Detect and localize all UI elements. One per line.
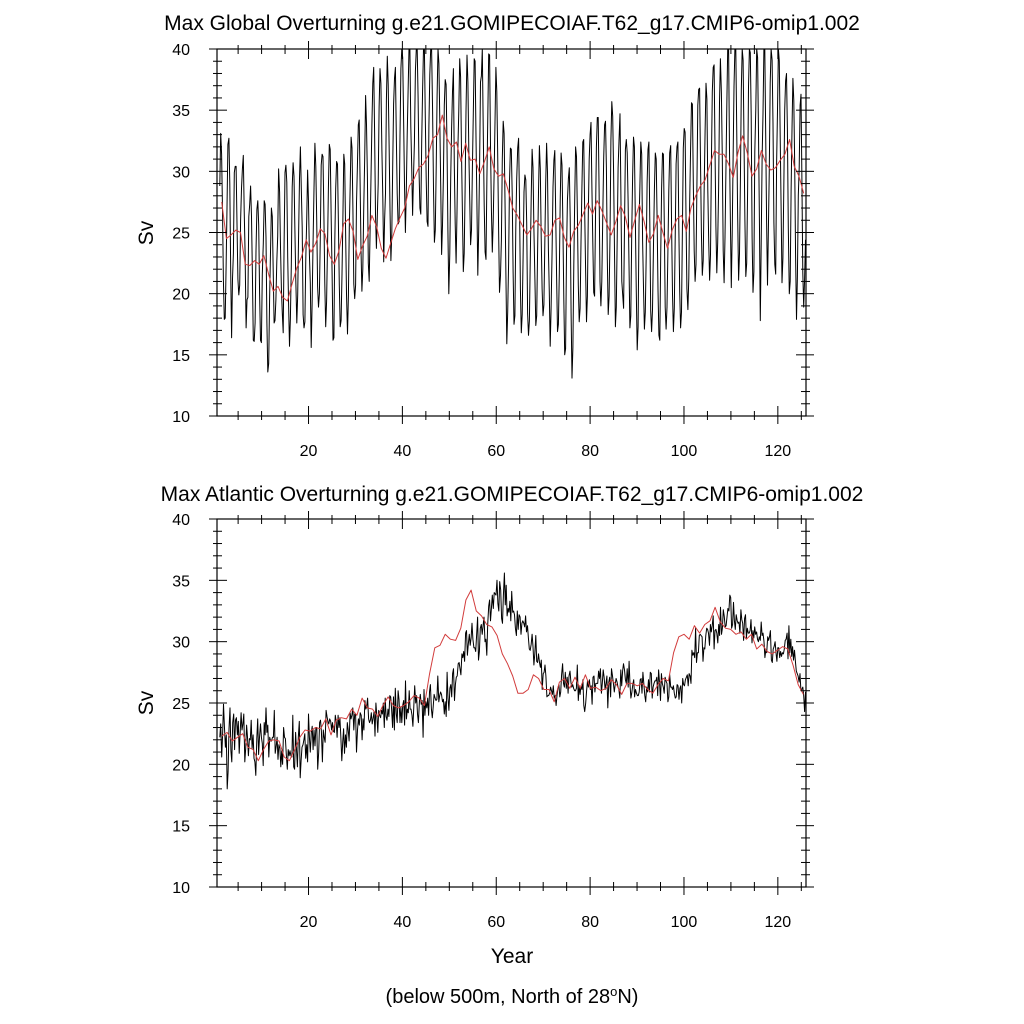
global-axes-layer: 10 15 20 25 30 35 40 20 40 60 80 100 120 (172, 41, 814, 460)
x-tick-label: 40 (393, 443, 411, 460)
x-tick-label: 60 (487, 914, 505, 931)
atlantic-series-layer (219, 572, 806, 790)
atlantic-overturning-panel: Max Atlantic Overturning g.e21.GOMIPECOI… (135, 483, 863, 968)
atlantic-axes-layer: 10 15 20 25 30 35 40 20 40 60 80 100 120 (172, 511, 814, 931)
y-tick-label: 40 (172, 42, 190, 59)
global-monthly-series-line (219, 49, 806, 379)
atlantic-y-axis-label: Sv (135, 690, 158, 715)
x-tick-label: 60 (487, 443, 505, 460)
footnote: (below 500m, North of 28oN) (386, 984, 639, 1009)
global-annual-series-line (221, 114, 805, 302)
x-tick-label: 20 (300, 443, 318, 460)
x-tick-label: 100 (671, 443, 698, 460)
atlantic-monthly-series-line (219, 572, 806, 790)
x-tick-label: 120 (764, 914, 791, 931)
y-tick-label: 35 (172, 573, 190, 590)
y-tick-label: 10 (172, 409, 190, 426)
y-tick-label: 25 (172, 226, 190, 243)
x-tick-label: 80 (581, 443, 599, 460)
x-tick-label: 100 (671, 914, 698, 931)
y-tick-label: 35 (172, 103, 190, 120)
x-tick-label: 20 (300, 914, 318, 931)
global-series-layer (219, 49, 806, 379)
x-tick-label: 80 (581, 914, 599, 931)
global-chart-title: Max Global Overturning g.e21.GOMIPECOIAF… (164, 12, 860, 35)
plot-frame (216, 518, 807, 888)
y-tick-label: 25 (172, 696, 190, 713)
global-y-axis-label: Sv (135, 220, 158, 245)
y-tick-label: 10 (172, 880, 190, 897)
atlantic-chart-title: Max Atlantic Overturning g.e21.GOMIPECOI… (161, 483, 864, 506)
footnote-superscript: o (610, 984, 617, 999)
global-overturning-panel: Max Global Overturning g.e21.GOMIPECOIAF… (135, 12, 860, 460)
atlantic-annual-series-line (221, 589, 804, 762)
x-tick-label: 120 (764, 443, 791, 460)
y-tick-label: 40 (172, 512, 190, 529)
y-tick-label: 15 (172, 348, 190, 365)
y-tick-label: 20 (172, 287, 190, 304)
y-tick-label: 20 (172, 757, 190, 774)
footnote-suffix: N) (617, 986, 638, 1008)
x-axis-label: Year (491, 945, 533, 968)
footnote-prefix: (below 500m, North of 28 (386, 986, 611, 1008)
y-tick-label: 30 (172, 164, 190, 181)
x-tick-label: 40 (393, 914, 411, 931)
y-tick-label: 15 (172, 819, 190, 836)
y-tick-label: 30 (172, 635, 190, 652)
